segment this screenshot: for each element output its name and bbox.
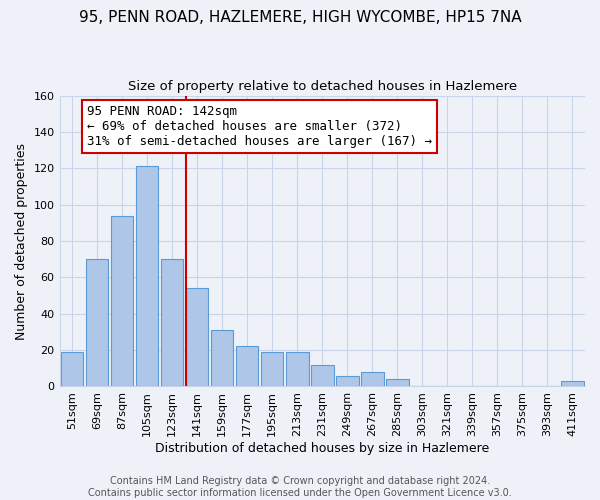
Title: Size of property relative to detached houses in Hazlemere: Size of property relative to detached ho… — [128, 80, 517, 93]
Bar — [186, 288, 208, 386]
Bar — [361, 372, 383, 386]
Bar — [386, 379, 409, 386]
Bar — [286, 352, 308, 386]
Bar — [111, 216, 133, 386]
Bar — [61, 352, 83, 386]
Y-axis label: Number of detached properties: Number of detached properties — [15, 142, 28, 340]
Bar — [311, 364, 334, 386]
Bar — [561, 381, 584, 386]
X-axis label: Distribution of detached houses by size in Hazlemere: Distribution of detached houses by size … — [155, 442, 490, 455]
Bar — [86, 259, 109, 386]
Bar — [236, 346, 259, 387]
Bar — [261, 352, 283, 386]
Text: Contains HM Land Registry data © Crown copyright and database right 2024.
Contai: Contains HM Land Registry data © Crown c… — [88, 476, 512, 498]
Bar — [136, 166, 158, 386]
Bar — [211, 330, 233, 386]
Text: 95, PENN ROAD, HAZLEMERE, HIGH WYCOMBE, HP15 7NA: 95, PENN ROAD, HAZLEMERE, HIGH WYCOMBE, … — [79, 10, 521, 25]
Bar — [336, 376, 359, 386]
Bar — [161, 259, 184, 386]
Text: 95 PENN ROAD: 142sqm
← 69% of detached houses are smaller (372)
31% of semi-deta: 95 PENN ROAD: 142sqm ← 69% of detached h… — [87, 104, 432, 148]
